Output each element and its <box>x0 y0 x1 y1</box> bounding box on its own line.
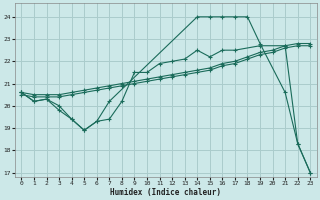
X-axis label: Humidex (Indice chaleur): Humidex (Indice chaleur) <box>110 188 221 197</box>
